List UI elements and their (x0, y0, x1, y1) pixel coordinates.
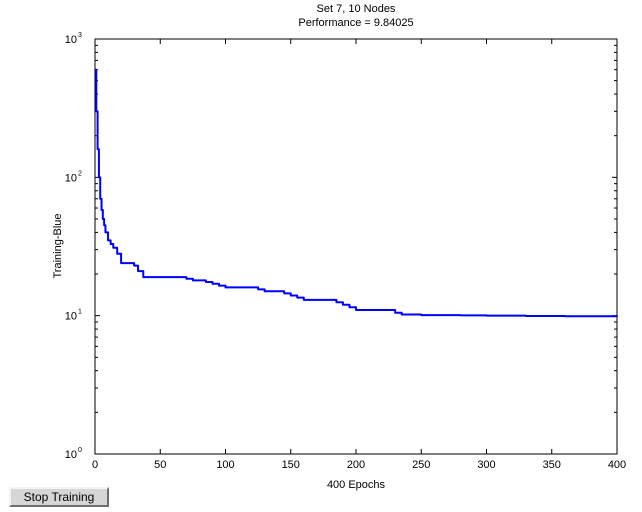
y-tick-label: 10 (65, 311, 77, 323)
chart-title: Set 7, 10 Nodes (317, 3, 396, 15)
y-tick-exponent: 3 (78, 32, 82, 39)
x-tick-label: 50 (154, 459, 166, 471)
x-tick-label: 350 (543, 459, 561, 471)
y-tick-label: 10 (65, 34, 77, 46)
x-tick-label: 200 (347, 459, 365, 471)
x-tick-label: 300 (477, 459, 495, 471)
x-tick-label: 400 (608, 459, 626, 471)
x-tick-label: 100 (216, 459, 234, 471)
y-tick-exponent: 1 (78, 309, 82, 316)
plot-area (94, 38, 618, 455)
x-axis-label: 400 Epochs (327, 479, 386, 491)
y-tick-exponent: 0 (78, 447, 82, 454)
y-tick-exponent: 2 (78, 170, 82, 177)
y-tick-label: 10 (65, 172, 77, 184)
chart-subtitle: Performance = 9.84025 (298, 17, 413, 29)
series-line-training (95, 68, 618, 318)
x-tick-label: 150 (282, 459, 300, 471)
y-axis-label: Training-Blue (52, 213, 64, 278)
stop-training-button[interactable]: Stop Training (9, 487, 109, 507)
x-tick-label: 0 (92, 459, 98, 471)
x-tick-label: 250 (412, 459, 430, 471)
y-tick-label: 10 (65, 449, 77, 461)
